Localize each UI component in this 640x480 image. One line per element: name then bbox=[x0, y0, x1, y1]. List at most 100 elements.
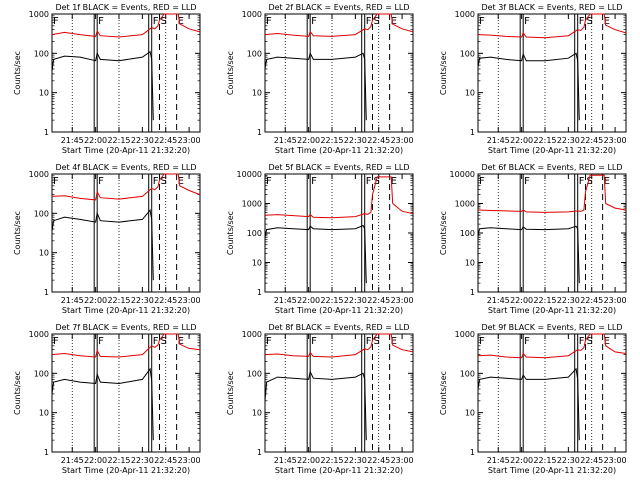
x-tick-label: 21:45 bbox=[274, 456, 297, 465]
marker-label-f: F bbox=[579, 176, 585, 187]
y-tick-label: 1000 bbox=[29, 10, 49, 19]
y-tick-label: 1 bbox=[257, 128, 262, 137]
x-tick-label: 22:00 bbox=[297, 456, 320, 465]
x-tick-label: 22:30 bbox=[131, 296, 154, 305]
y-tick-label: 1 bbox=[470, 448, 475, 457]
x-tick-label: 21:45 bbox=[61, 296, 84, 305]
marker-label-f: F bbox=[98, 336, 104, 347]
x-tick-label: 23:00 bbox=[391, 136, 414, 145]
panel-4: Det 4f BLACK = Events, RED = LLD 1 10 100 10… bbox=[13, 163, 201, 315]
marker-label-f: F bbox=[266, 16, 272, 27]
x-tick-label: 22:45 bbox=[580, 296, 603, 305]
marker-label-f: F bbox=[53, 176, 59, 187]
marker-label-e: E bbox=[391, 176, 397, 187]
x-tick-label: 21:45 bbox=[487, 136, 510, 145]
x-tick-label: 22:45 bbox=[154, 136, 177, 145]
x-tick-label: 22:00 bbox=[84, 456, 107, 465]
x-axis-label: Start Time (20-Apr-11 21:32:20) bbox=[275, 466, 403, 475]
marker-label-f: F bbox=[366, 336, 372, 347]
y-tick-label: 1000 bbox=[455, 200, 475, 209]
lld-series-line bbox=[264, 176, 414, 219]
panel-5: Det 5f BLACK = Events, RED = LLD 1 10 100 10… bbox=[226, 163, 414, 315]
panel-title: Det 5f BLACK = Events, RED = LLD bbox=[268, 163, 409, 172]
lld-series-line bbox=[477, 13, 627, 39]
x-axis-label: Start Time (20-Apr-11 21:32:20) bbox=[488, 306, 616, 315]
marker-label-e: E bbox=[391, 16, 397, 27]
y-tick-label: 100 bbox=[460, 49, 475, 58]
events-series-line bbox=[51, 50, 154, 121]
x-tick-label: 22:15 bbox=[107, 296, 130, 305]
x-axis-label: Start Time (20-Apr-11 21:32:20) bbox=[488, 466, 616, 475]
y-tick-label: 1000 bbox=[242, 330, 262, 339]
x-tick-label: 22:45 bbox=[367, 296, 390, 305]
y-tick-label: 10 bbox=[252, 89, 262, 98]
panel-2: Det 2f BLACK = Events, RED = LLD 1 10 100 10… bbox=[226, 3, 414, 155]
x-tick-label: 22:45 bbox=[580, 456, 603, 465]
panel-title: Det 6f BLACK = Events, RED = LLD bbox=[481, 163, 622, 172]
marker-label-s: S bbox=[160, 176, 166, 187]
x-tick-label: 23:00 bbox=[178, 456, 201, 465]
y-tick-label: 1 bbox=[257, 288, 262, 297]
marker-label-f: F bbox=[153, 336, 159, 347]
events-series-line bbox=[264, 370, 367, 441]
y-tick-label: 10 bbox=[252, 259, 262, 268]
marker-label-f: F bbox=[53, 336, 59, 347]
plot-frame bbox=[51, 333, 201, 453]
marker-label-f: F bbox=[524, 336, 530, 347]
y-axis-label: Counts/sec bbox=[226, 211, 235, 255]
plot-frame bbox=[51, 173, 201, 293]
x-tick-label: 21:45 bbox=[61, 456, 84, 465]
marker-label-s: S bbox=[373, 176, 379, 187]
x-tick-label: 21:45 bbox=[61, 136, 84, 145]
events-series-line bbox=[477, 52, 580, 121]
lld-series-line bbox=[264, 13, 414, 37]
panel-title: Det 9f BLACK = Events, RED = LLD bbox=[481, 323, 622, 332]
y-tick-label: 10000 bbox=[450, 170, 475, 179]
marker-label-s: S bbox=[160, 16, 166, 27]
panel-7: Det 7f BLACK = Events, RED = LLD 1 10 100 10… bbox=[13, 323, 201, 475]
lld-series-line bbox=[264, 333, 414, 358]
marker-label-f: F bbox=[479, 16, 485, 27]
x-tick-label: 22:45 bbox=[367, 456, 390, 465]
marker-label-s: S bbox=[586, 336, 592, 347]
y-tick-label: 100 bbox=[247, 369, 262, 378]
panel-9: Det 9f BLACK = Events, RED = LLD 1 10 100 10… bbox=[439, 323, 627, 475]
y-axis-label: Counts/sec bbox=[439, 371, 448, 415]
x-tick-label: 22:15 bbox=[107, 456, 130, 465]
x-tick-label: 22:45 bbox=[154, 456, 177, 465]
y-tick-label: 10 bbox=[465, 409, 475, 418]
panel-title: Det 2f BLACK = Events, RED = LLD bbox=[268, 3, 409, 12]
marker-label-f: F bbox=[266, 176, 272, 187]
lld-series-line bbox=[477, 174, 627, 213]
y-tick-label: 100 bbox=[34, 209, 49, 218]
marker-label-f: F bbox=[266, 336, 272, 347]
panel-1: Det 1f BLACK = Events, RED = LLD 1 10 100 10… bbox=[13, 3, 201, 155]
y-tick-label: 1000 bbox=[29, 330, 49, 339]
events-series-line bbox=[264, 224, 367, 284]
y-axis-label: Counts/sec bbox=[13, 211, 22, 255]
marker-label-e: E bbox=[604, 16, 610, 27]
marker-label-f: F bbox=[98, 176, 104, 187]
lld-series-line bbox=[51, 173, 201, 201]
events-series-line bbox=[264, 51, 367, 121]
y-tick-label: 100 bbox=[247, 229, 262, 238]
marker-label-f: F bbox=[524, 16, 530, 27]
y-tick-label: 10 bbox=[465, 89, 475, 98]
x-tick-label: 22:30 bbox=[131, 456, 154, 465]
y-axis-label: Counts/sec bbox=[439, 211, 448, 255]
panel-3: Det 3f BLACK = Events, RED = LLD 1 10 100 10… bbox=[439, 3, 627, 155]
marker-label-s: S bbox=[373, 336, 379, 347]
y-tick-label: 1 bbox=[470, 128, 475, 137]
x-axis-label: Start Time (20-Apr-11 21:32:20) bbox=[62, 146, 190, 155]
plot-frame bbox=[264, 13, 414, 133]
events-series-line bbox=[51, 367, 154, 441]
y-axis-label: Counts/sec bbox=[13, 371, 22, 415]
y-tick-label: 100 bbox=[247, 49, 262, 58]
events-series-line bbox=[477, 367, 580, 441]
lld-series-line bbox=[51, 333, 201, 358]
x-tick-label: 22:30 bbox=[557, 296, 580, 305]
marker-label-e: E bbox=[391, 336, 397, 347]
y-tick-label: 1000 bbox=[242, 200, 262, 209]
y-axis-label: Counts/sec bbox=[226, 51, 235, 95]
